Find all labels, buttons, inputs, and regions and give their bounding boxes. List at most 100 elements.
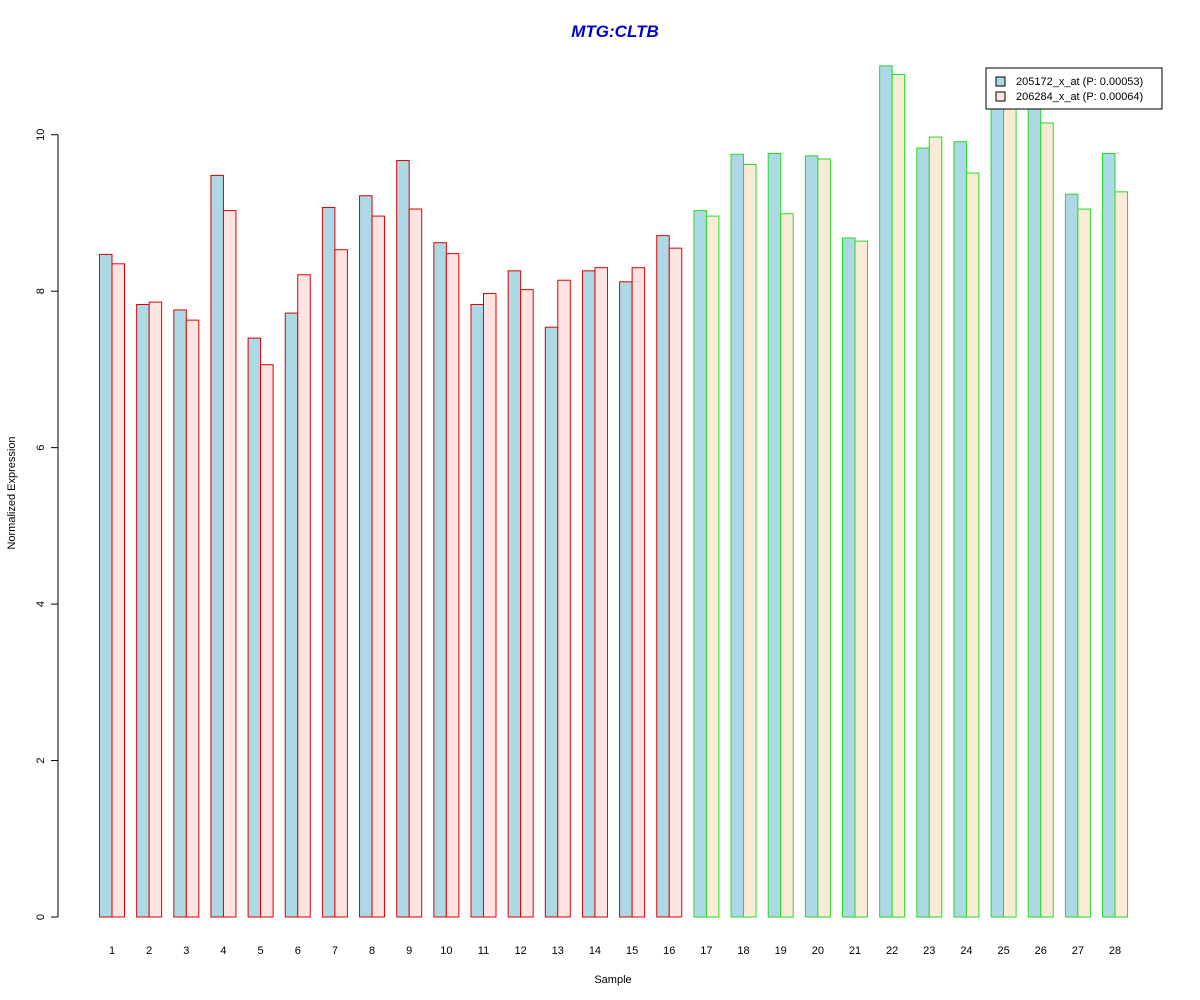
bar-205172-sample-25 <box>990 70 1005 918</box>
x-tick-label: 25 <box>997 945 1009 957</box>
bar-206284-sample-24 <box>965 172 980 918</box>
bar-205172-sample-10 <box>433 242 447 918</box>
x-tick-label: 11 <box>478 945 489 957</box>
bar-205172-sample-18 <box>730 153 745 918</box>
legend-box <box>985 67 1163 110</box>
bar-206284-sample-26 <box>1040 122 1054 918</box>
bar-205172-sample-27 <box>1064 193 1079 918</box>
legend-swatch-206284 <box>995 91 1006 102</box>
x-tick-label: 7 <box>332 945 338 957</box>
bar-205172-sample-4 <box>210 174 224 918</box>
legend-swatch-205172 <box>995 76 1006 87</box>
x-tick-label: 10 <box>440 945 452 957</box>
x-tick-label: 17 <box>700 945 712 957</box>
bar-206284-sample-17 <box>705 215 720 918</box>
x-tick-label: 14 <box>589 945 601 957</box>
y-tick-label: 6 <box>35 445 47 451</box>
x-tick-label: 21 <box>849 945 861 957</box>
bar-205172-sample-20 <box>804 155 819 918</box>
bar-206284-sample-16 <box>668 247 683 918</box>
x-axis-label: Sample <box>594 974 631 986</box>
x-tick-label: 3 <box>183 945 189 957</box>
bar-205172-sample-21 <box>842 237 856 918</box>
bar-206284-sample-22 <box>891 73 906 918</box>
x-tick-label: 19 <box>775 945 787 957</box>
y-tick-label: 0 <box>35 914 47 920</box>
bar-205172-sample-14 <box>581 270 596 918</box>
x-tick-label: 2 <box>146 945 152 957</box>
bar-206284-sample-4 <box>222 210 237 918</box>
y-tick-label: 10 <box>35 129 47 141</box>
bar-206284-sample-14 <box>594 267 608 918</box>
bar-205172-sample-28 <box>1102 153 1116 918</box>
x-tick-label: 13 <box>552 945 564 957</box>
x-tick-label: 4 <box>220 945 226 957</box>
legend: 205172_x_at (P: 0.00053) 206284_x_at (P:… <box>985 67 1163 110</box>
bar-205172-sample-16 <box>656 235 670 918</box>
x-tick-label: 15 <box>626 945 638 957</box>
bar-205172-sample-17 <box>693 210 707 918</box>
bar-205172-sample-1 <box>99 253 113 918</box>
bar-205172-sample-8 <box>359 195 373 918</box>
bar-206284-sample-12 <box>520 289 534 918</box>
x-tick-label: 27 <box>1072 945 1084 957</box>
bar-205172-sample-22 <box>879 65 893 918</box>
bar-206284-sample-28 <box>1114 191 1129 918</box>
x-tick-label: 24 <box>960 945 972 957</box>
legend-label-206284: 206284_x_at (P: 0.00064) <box>1016 91 1143 103</box>
bar-206284-sample-27 <box>1077 208 1091 918</box>
bar-206284-sample-2 <box>148 301 163 918</box>
y-axis-label: Normalized Expression <box>6 436 18 549</box>
bar-205172-sample-26 <box>1027 93 1042 918</box>
bar-205172-sample-2 <box>136 303 150 918</box>
bar-206284-sample-23 <box>928 136 943 918</box>
y-tick-label: 2 <box>35 757 47 763</box>
bar-206284-sample-8 <box>371 215 386 918</box>
bar-205172-sample-5 <box>247 337 262 918</box>
bar-206284-sample-9 <box>408 208 423 918</box>
bar-206284-sample-25 <box>1003 79 1017 918</box>
x-tick-label: 28 <box>1109 945 1121 957</box>
x-tick-label: 23 <box>923 945 935 957</box>
bar-205172-sample-13 <box>544 326 559 918</box>
x-tick-label: 22 <box>886 945 898 957</box>
bar-206284-sample-20 <box>817 158 831 918</box>
bar-206284-sample-1 <box>111 263 125 918</box>
bar-206284-sample-3 <box>185 319 200 918</box>
x-axis: 1 2 3 4 5 6 7 8 9 10 11 12 13 14 15 16 17 18 19 20 21 22 23 24 2… <box>109 945 1121 957</box>
bar-206284-sample-15 <box>631 267 646 918</box>
x-tick-label: 26 <box>1035 945 1047 957</box>
bar-205172-sample-7 <box>321 206 336 918</box>
bar-205172-sample-23 <box>916 147 930 918</box>
bar-205172-sample-9 <box>396 160 410 918</box>
x-tick-label: 16 <box>663 945 675 957</box>
bar-205172-sample-3 <box>173 309 187 918</box>
bar-206284-sample-11 <box>483 293 497 918</box>
bars <box>99 65 1129 918</box>
bar-205172-sample-6 <box>284 312 299 918</box>
y-tick-label: 4 <box>35 601 47 607</box>
bar-206284-sample-19 <box>780 213 794 918</box>
bar-205172-sample-24 <box>953 141 967 918</box>
y-tick-label: 8 <box>35 288 47 294</box>
bar-206284-sample-18 <box>743 163 757 918</box>
x-tick-label: 1 <box>109 945 115 957</box>
y-axis: 0 2 4 6 8 10 <box>35 129 59 920</box>
bar-206284-sample-10 <box>445 253 460 918</box>
bar-206284-sample-21 <box>854 240 868 918</box>
bar-206284-sample-7 <box>334 249 348 918</box>
x-tick-label: 8 <box>369 945 375 957</box>
bar-206284-sample-13 <box>557 279 571 918</box>
chart-title: MTG:CLTB <box>571 22 659 41</box>
bar-205172-sample-15 <box>619 281 633 918</box>
x-tick-label: 20 <box>812 945 824 957</box>
legend-label-205172: 205172_x_at (P: 0.00053) <box>1016 76 1143 88</box>
x-tick-label: 5 <box>258 945 264 957</box>
bar-205172-sample-19 <box>767 153 782 918</box>
bar-205172-sample-11 <box>470 303 484 918</box>
x-tick-label: 6 <box>295 945 301 957</box>
x-tick-label: 9 <box>406 945 412 957</box>
bar-206284-sample-6 <box>297 274 311 918</box>
